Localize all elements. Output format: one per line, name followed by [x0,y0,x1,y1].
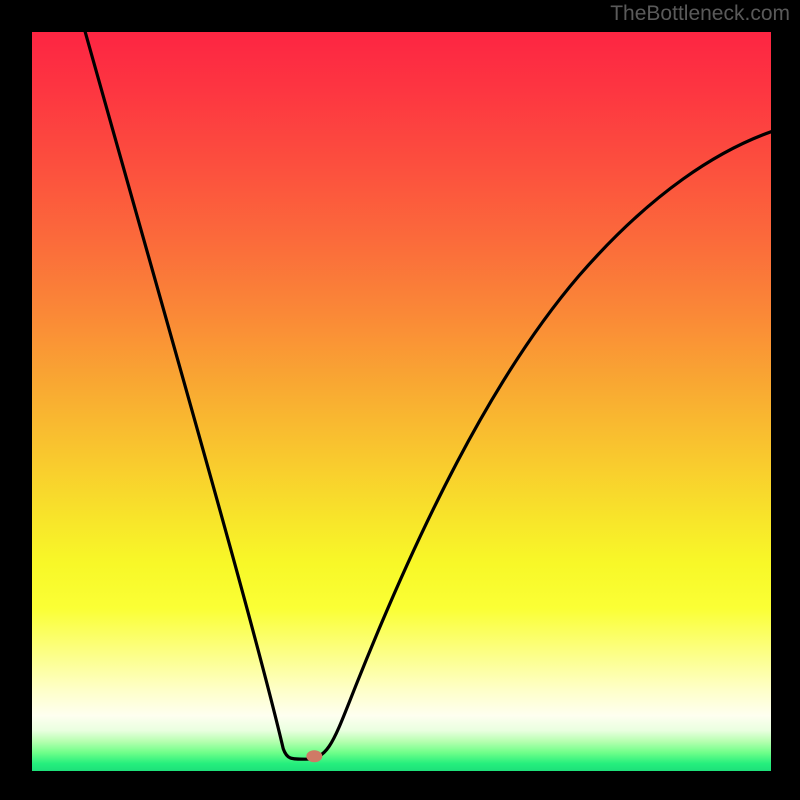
chart-frame: TheBottleneck.com [0,0,800,800]
watermark-text: TheBottleneck.com [610,2,790,26]
optimal-point-marker [306,750,322,762]
plot-svg [32,32,771,771]
plot-area [32,32,771,771]
gradient-background [32,32,771,771]
